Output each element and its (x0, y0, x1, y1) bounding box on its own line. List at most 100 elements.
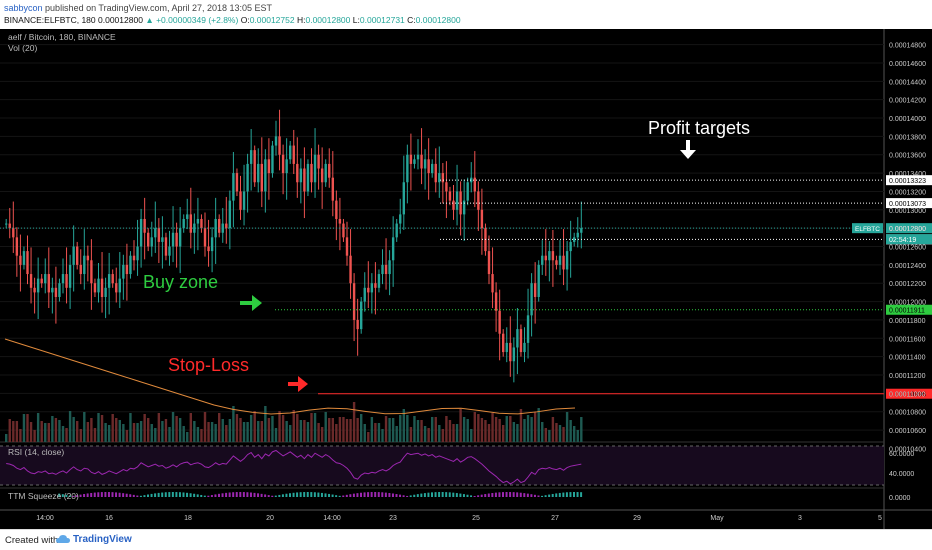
candle (420, 154, 423, 169)
volume-bar (555, 423, 558, 442)
volume-bar (352, 402, 356, 442)
stop-loss-label: Stop-Loss (168, 355, 249, 375)
buy-zone-price-label: 0.00011911 (889, 308, 925, 315)
volume-bar (338, 417, 342, 442)
candle (494, 292, 498, 311)
candle (477, 191, 480, 210)
ttm-bar (459, 493, 462, 497)
volume-bar (235, 414, 239, 442)
rsi-line (6, 449, 582, 485)
ttm-bar (416, 494, 419, 497)
ttm-bar (324, 493, 327, 497)
volume-bar (54, 418, 58, 442)
author-link[interactable]: sabbycon (4, 3, 43, 13)
ttm-zero-label: 0.0000 (889, 495, 911, 502)
tradingview-link[interactable]: TradingView (73, 534, 132, 545)
candle (147, 232, 150, 247)
ttm-bar (356, 493, 359, 497)
x-tick-label: 27 (551, 515, 559, 522)
candle (54, 287, 58, 297)
candle (136, 246, 139, 261)
volume-bar (551, 417, 555, 442)
volume-bar (289, 425, 292, 442)
candle (523, 342, 526, 353)
close-label: C: (407, 15, 416, 25)
volume-bar (420, 420, 423, 442)
volume-bar (537, 408, 540, 442)
volume-bar (129, 413, 132, 442)
tradingview-cloud-icon (56, 535, 70, 543)
volume-bar (377, 423, 381, 442)
ttm-bar (132, 494, 135, 497)
volume-bar (232, 406, 235, 442)
candle (423, 159, 427, 169)
volume-bar (406, 415, 409, 442)
volume-bar (530, 417, 533, 442)
y-tick-label: 0.00012600 (889, 245, 926, 252)
volume-bar (391, 418, 395, 442)
candle (374, 283, 377, 288)
volume-bar (228, 419, 232, 442)
ttm-bar (232, 492, 235, 497)
target-1-price-tag (886, 175, 932, 186)
volume-bar (349, 419, 352, 442)
ttm-bar (281, 494, 284, 497)
chart-frame[interactable]: 0.000133230.000130730.000126780.00011911… (0, 29, 932, 529)
ttm-bar (196, 494, 199, 497)
candle (505, 342, 508, 353)
ttm-bar (249, 492, 252, 497)
ttm-bar (260, 493, 263, 497)
candle (409, 154, 413, 164)
candle (122, 264, 125, 279)
chart-canvas[interactable]: 0.000133230.000130730.000126780.00011911… (0, 29, 932, 529)
ttm-bar (289, 493, 291, 497)
volume-bar (150, 424, 153, 442)
volume-bar (281, 415, 285, 442)
candle (352, 283, 356, 320)
y-tick-label: 0.00010400 (889, 446, 926, 453)
candle (47, 274, 50, 293)
ttm-bar (320, 492, 323, 497)
candle (193, 223, 196, 233)
volume-bar (72, 417, 75, 442)
candle (338, 218, 342, 224)
volume-bar (264, 406, 267, 442)
ttm-bar (278, 494, 281, 497)
candle (228, 200, 232, 229)
volume-bar (509, 416, 512, 442)
candle (573, 237, 576, 242)
ttm-bar (271, 495, 274, 497)
candle (72, 246, 75, 265)
volume-bar (306, 422, 310, 442)
ttm-bar (512, 492, 515, 497)
volume-bar (448, 420, 452, 442)
candle (551, 251, 555, 261)
ttm-bar (434, 492, 437, 497)
volume-bar (242, 422, 246, 442)
volume-bar (331, 418, 334, 442)
ttm-bar (313, 492, 316, 497)
ttm-bar (452, 492, 455, 497)
candle (196, 218, 200, 224)
volume-bar (313, 413, 317, 442)
ttm-bar (494, 492, 497, 497)
candle (558, 255, 562, 265)
volume-bar (441, 429, 445, 442)
volume-bar (33, 430, 36, 442)
volume-bar (157, 413, 161, 442)
volume-bar (15, 421, 19, 442)
volume-bar (125, 430, 129, 442)
y-tick-label: 0.00011600 (889, 336, 926, 343)
ttm-bar (239, 492, 242, 497)
volume-bar (182, 426, 185, 442)
volume-bar (86, 422, 90, 442)
ttm-bar (491, 493, 494, 497)
candle (555, 260, 558, 265)
ttm-bar (310, 492, 313, 497)
volume-bar (423, 426, 427, 442)
published-text: published on TradingView.com, April 27, … (45, 3, 273, 13)
candle (150, 237, 153, 247)
candle (36, 278, 40, 293)
volume-bar (83, 412, 86, 442)
ttm-bar (363, 492, 366, 497)
